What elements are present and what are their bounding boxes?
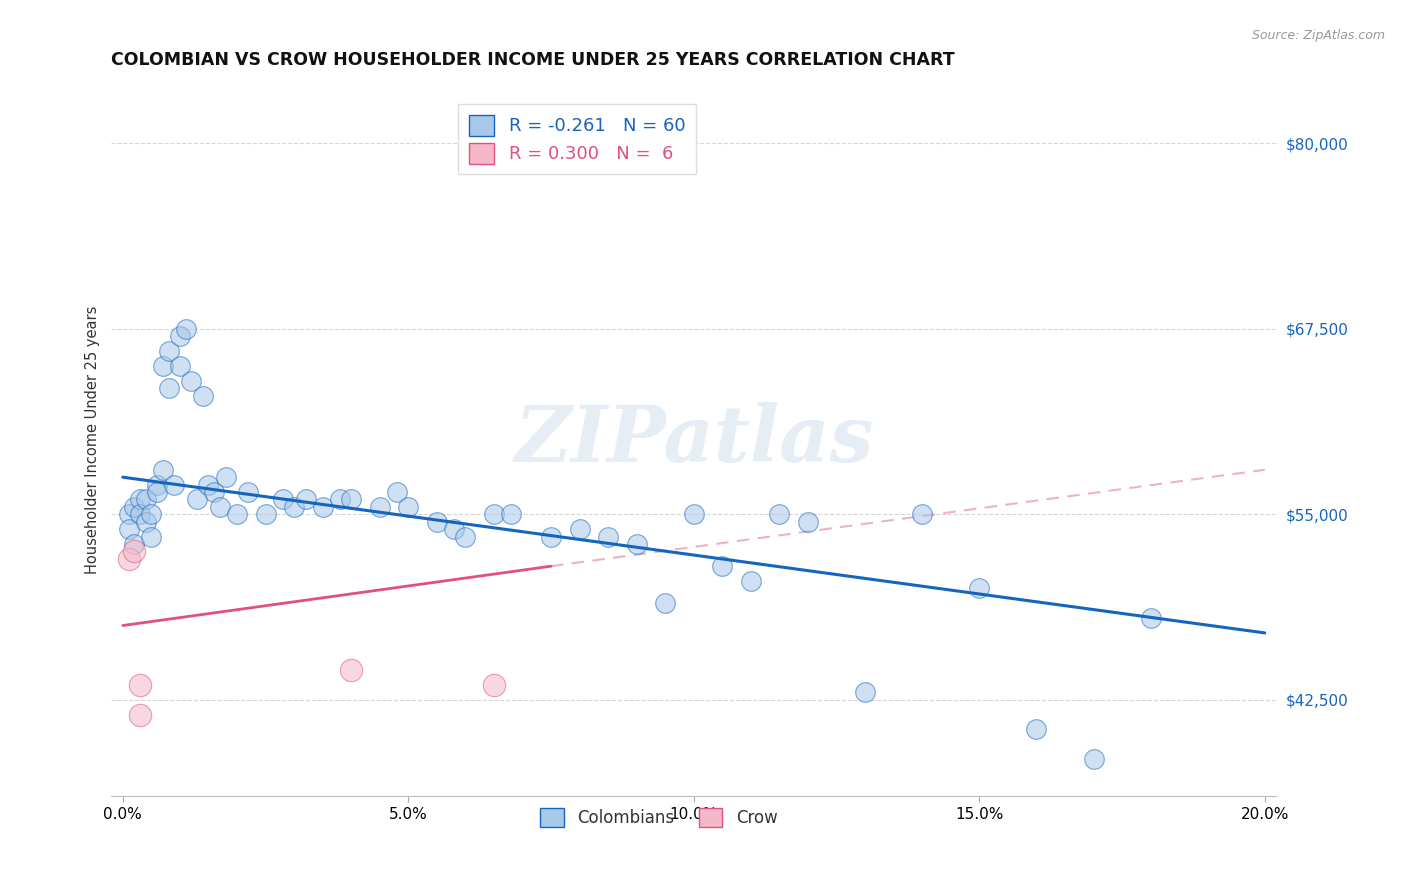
Point	[226, 508, 249, 522]
Point	[117, 551, 139, 566]
Point	[711, 559, 734, 574]
Point	[152, 463, 174, 477]
Text: Source: ZipAtlas.com: Source: ZipAtlas.com	[1251, 29, 1385, 42]
Point	[214, 470, 236, 484]
Point	[454, 529, 477, 543]
Point	[329, 492, 352, 507]
Point	[294, 492, 316, 507]
Legend: Colombians, Crow: Colombians, Crow	[534, 801, 785, 834]
Point	[311, 500, 333, 514]
Point	[135, 492, 157, 507]
Point	[482, 678, 505, 692]
Point	[271, 492, 294, 507]
Point	[208, 500, 231, 514]
Point	[180, 374, 202, 388]
Point	[141, 508, 163, 522]
Point	[1139, 611, 1161, 625]
Point	[157, 344, 180, 359]
Point	[169, 359, 191, 373]
Point	[396, 500, 419, 514]
Point	[146, 477, 169, 491]
Point	[254, 508, 277, 522]
Point	[129, 508, 152, 522]
Point	[122, 500, 145, 514]
Point	[238, 485, 260, 500]
Point	[340, 663, 363, 677]
Point	[191, 389, 214, 403]
Point	[501, 508, 523, 522]
Point	[654, 596, 676, 610]
Point	[443, 522, 465, 536]
Point	[135, 515, 157, 529]
Point	[797, 515, 820, 529]
Text: ZIPatlas: ZIPatlas	[515, 402, 873, 478]
Point	[1025, 723, 1047, 737]
Point	[174, 322, 197, 336]
Point	[598, 529, 620, 543]
Point	[1083, 752, 1105, 766]
Point	[117, 508, 139, 522]
Point	[141, 529, 163, 543]
Point	[146, 485, 169, 500]
Point	[129, 707, 152, 722]
Point	[129, 492, 152, 507]
Point	[157, 381, 180, 395]
Point	[368, 500, 391, 514]
Point	[340, 492, 363, 507]
Point	[768, 508, 790, 522]
Point	[169, 329, 191, 343]
Point	[186, 492, 208, 507]
Point	[740, 574, 762, 588]
Point	[163, 477, 186, 491]
Point	[152, 359, 174, 373]
Point	[426, 515, 449, 529]
Point	[122, 537, 145, 551]
Point	[129, 678, 152, 692]
Point	[122, 544, 145, 558]
Text: COLOMBIAN VS CROW HOUSEHOLDER INCOME UNDER 25 YEARS CORRELATION CHART: COLOMBIAN VS CROW HOUSEHOLDER INCOME UND…	[111, 51, 955, 69]
Point	[482, 508, 505, 522]
Point	[911, 508, 934, 522]
Point	[283, 500, 305, 514]
Point	[969, 582, 991, 596]
Point	[682, 508, 704, 522]
Point	[202, 485, 225, 500]
Point	[385, 485, 408, 500]
Point	[626, 537, 648, 551]
Y-axis label: Householder Income Under 25 years: Householder Income Under 25 years	[86, 306, 100, 574]
Point	[853, 685, 876, 699]
Point	[197, 477, 219, 491]
Point	[568, 522, 591, 536]
Point	[540, 529, 562, 543]
Point	[117, 522, 139, 536]
